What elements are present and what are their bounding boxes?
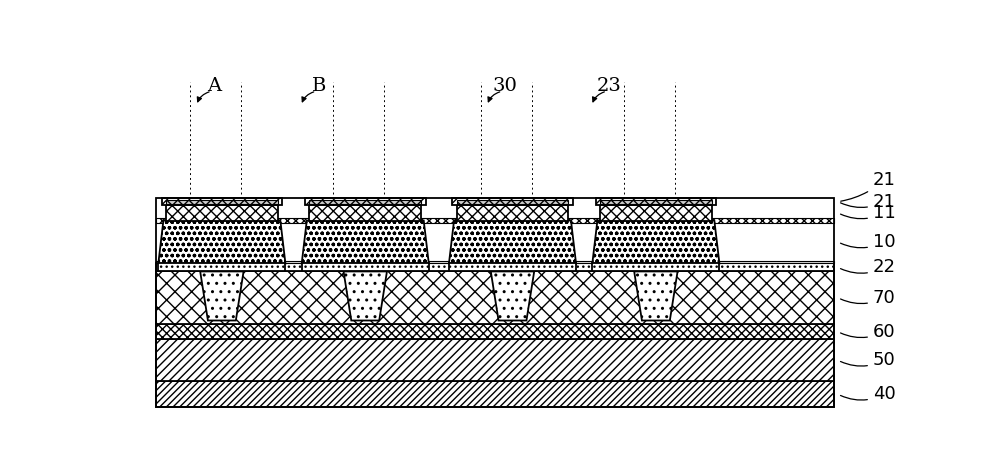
Bar — [162, 198, 282, 205]
Bar — [166, 200, 278, 204]
Bar — [156, 263, 834, 271]
Bar — [457, 205, 568, 220]
Polygon shape — [634, 271, 678, 320]
Bar — [309, 200, 421, 204]
Bar — [156, 339, 834, 381]
Bar — [156, 381, 834, 407]
Bar — [156, 324, 834, 339]
Text: 50: 50 — [841, 351, 896, 369]
Text: B: B — [312, 77, 326, 95]
Polygon shape — [302, 220, 429, 263]
Polygon shape — [449, 220, 576, 263]
Bar — [156, 261, 834, 263]
Text: 60: 60 — [841, 323, 896, 341]
Bar — [600, 205, 712, 220]
Text: 23: 23 — [597, 77, 622, 95]
Text: 22: 22 — [841, 259, 896, 277]
Polygon shape — [200, 271, 244, 320]
Text: 11: 11 — [841, 204, 896, 222]
Bar — [596, 198, 716, 205]
Bar — [166, 205, 278, 220]
Polygon shape — [592, 220, 719, 263]
Text: 10: 10 — [841, 233, 896, 251]
Text: 40: 40 — [841, 385, 896, 403]
Bar — [302, 263, 429, 271]
Text: A: A — [207, 77, 221, 95]
Bar — [449, 263, 576, 271]
Text: 70: 70 — [841, 289, 896, 307]
Bar — [452, 198, 573, 205]
Text: 21: 21 — [841, 193, 896, 211]
Bar — [156, 198, 834, 407]
Bar — [600, 200, 712, 204]
Text: 21: 21 — [841, 171, 896, 201]
Bar — [156, 271, 834, 324]
Bar — [158, 263, 285, 271]
Text: 30: 30 — [492, 77, 517, 95]
Bar — [156, 219, 834, 223]
Bar — [592, 263, 719, 271]
Bar — [457, 200, 568, 204]
Bar — [309, 205, 421, 220]
Polygon shape — [158, 220, 285, 263]
Polygon shape — [491, 271, 534, 320]
Polygon shape — [344, 271, 387, 320]
Bar — [305, 198, 426, 205]
